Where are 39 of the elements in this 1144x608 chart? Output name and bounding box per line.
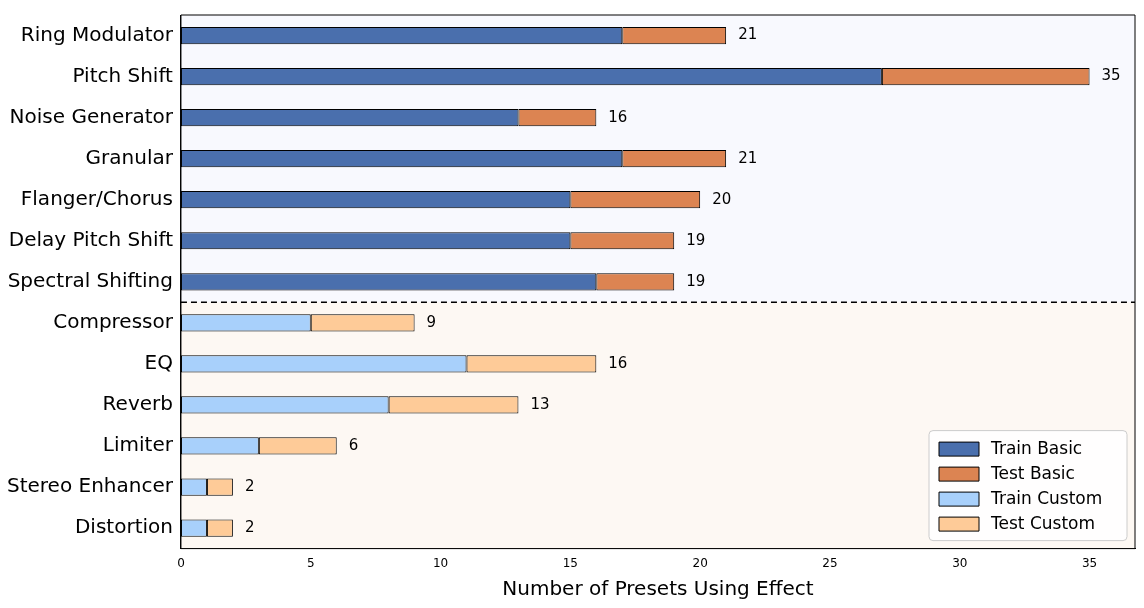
y-tick-label: Delay Pitch Shift (8, 226, 174, 251)
total-label: 6 (348, 435, 359, 454)
x-tick-label: 0 (177, 555, 185, 570)
x-tick-label: 30 (952, 555, 968, 570)
y-tick-label: Granular (85, 144, 174, 169)
total-label: 35 (1101, 66, 1121, 85)
x-tick-label: 20 (692, 555, 708, 570)
y-tick-label: Ring Modulator (20, 21, 174, 46)
total-label: 2 (244, 517, 255, 536)
legend-label: Test Custom (990, 512, 1096, 533)
y-tick-label: Reverb (102, 391, 173, 416)
y-tick-label: Noise Generator (9, 103, 174, 128)
legend-label: Train Custom (990, 487, 1103, 508)
total-label: 13 (530, 394, 550, 413)
y-tick-label: Stereo Enhancer (7, 473, 174, 498)
total-label: 16 (608, 353, 628, 372)
y-tick-label: Limiter (102, 432, 174, 457)
x-tick-label: 5 (306, 555, 315, 570)
total-label: 19 (686, 230, 706, 249)
total-label: 9 (426, 312, 437, 331)
total-label: 16 (608, 107, 628, 126)
y-tick-label: Spectral Shifting (7, 268, 173, 292)
y-tick-label: Pitch Shift (72, 62, 174, 87)
total-label: 21 (738, 148, 758, 167)
x-tick-label: 10 (432, 555, 449, 570)
total-label: 20 (712, 189, 732, 208)
total-label: 21 (738, 25, 758, 44)
y-tick-label: Flanger/Chorus (20, 185, 173, 210)
y-tick-label: Compressor (53, 309, 174, 334)
total-label: 2 (244, 476, 255, 495)
x-tick-label: 35 (1081, 555, 1098, 570)
x-axis-title: Number of Presets Using Effect (502, 576, 814, 601)
legend-label: Test Basic (990, 462, 1075, 483)
y-tick-label: Distortion (74, 514, 173, 539)
legend-label: Train Basic (990, 437, 1083, 458)
x-tick-label: 15 (562, 555, 579, 570)
total-label: 19 (686, 271, 706, 290)
y-tick-label: EQ (144, 350, 173, 375)
x-tick-label: 25 (822, 555, 838, 570)
